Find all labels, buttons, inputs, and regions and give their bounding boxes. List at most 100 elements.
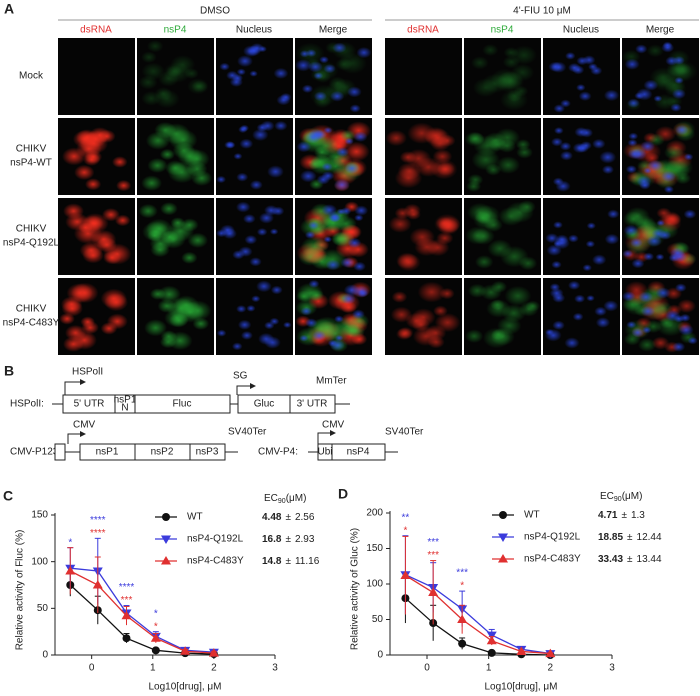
cell-signal: [238, 126, 248, 134]
sg-arrow: [236, 385, 250, 395]
cell-signal: [312, 330, 327, 341]
cell-signal: [141, 175, 162, 191]
cell-signal: [467, 283, 487, 298]
cell-signal: [340, 257, 355, 268]
cell-signal: [388, 215, 412, 233]
cell-signal: [471, 149, 500, 171]
cell-signal: [181, 251, 198, 264]
cell-signal: [351, 309, 365, 320]
cell-signal: [244, 234, 258, 245]
header-text: EC: [264, 493, 278, 504]
legend-marker: [162, 513, 170, 521]
box-label: Ubi: [317, 447, 332, 458]
cell-signal: [582, 264, 592, 272]
cell-signal: [672, 342, 686, 352]
cell-signal: [316, 174, 330, 185]
cell-signal: [636, 175, 652, 187]
cell-signal: [85, 178, 102, 191]
x-tick-label: 3: [272, 663, 278, 674]
cell-signal: [594, 306, 607, 317]
cell-signal: [467, 202, 493, 223]
box: [54, 443, 66, 461]
arrow-head: [250, 383, 256, 389]
cell-signal: [675, 124, 689, 136]
cell-signal: [655, 253, 665, 261]
ec90-sd: 2.93: [295, 534, 315, 545]
cell-signal: [640, 305, 656, 317]
cell-signal: [390, 306, 413, 323]
cell-signal: [237, 55, 253, 68]
cell-signal: [246, 45, 261, 57]
cell-signal: [554, 127, 564, 135]
cell-signal: [335, 215, 357, 232]
cell-signal: [582, 55, 596, 65]
cell-signal: [643, 79, 659, 91]
cell-signal: [496, 156, 520, 174]
cell-signal: [637, 338, 657, 352]
cell-signal: [674, 62, 692, 76]
cell-signal: [484, 217, 503, 232]
cell-signal: [340, 207, 352, 215]
significance: *: [154, 621, 158, 632]
cell-signal: [467, 132, 485, 145]
row-label: Mock: [19, 71, 44, 82]
cell-signal: [164, 308, 190, 328]
cell-signal: [236, 68, 246, 76]
significance: ***: [456, 568, 468, 579]
marker: [400, 570, 411, 579]
significance: *: [403, 525, 407, 536]
channel-header: Nucleus: [563, 25, 599, 36]
cell-signal: [625, 165, 637, 174]
box-label: 3' UTR: [297, 399, 328, 410]
marker: [458, 639, 467, 648]
marker: [151, 646, 160, 655]
cell-signal: [256, 280, 272, 293]
row-label: CHIKV: [16, 144, 47, 155]
marker: [65, 566, 76, 575]
cell-signal: [354, 214, 364, 222]
cell-signal: [572, 312, 584, 321]
cell-signal: [568, 234, 579, 243]
cell-signal: [631, 258, 645, 269]
cell-signal: [335, 57, 353, 71]
arrow-head: [80, 431, 86, 437]
cell-signal: [655, 287, 671, 299]
cell-signal: [334, 315, 344, 323]
header-sub: 90: [614, 496, 622, 503]
cell-signal: [467, 173, 484, 186]
cell-signal: [344, 162, 360, 175]
cell-signal: [216, 175, 227, 184]
marker: [121, 610, 132, 620]
header-sub: 90: [278, 498, 286, 505]
legend-marker: [498, 533, 508, 542]
cell-signal: [592, 254, 607, 266]
legend-marker: [161, 556, 171, 565]
cell-signal: [103, 243, 132, 265]
cell-signal: [323, 63, 336, 74]
cell-signal: [656, 207, 672, 219]
cell-signal: [603, 300, 619, 312]
ec90: 14.8: [262, 556, 282, 567]
cell-signal: [482, 44, 499, 57]
cell-signal: [327, 339, 338, 347]
cell-signal: [504, 285, 532, 306]
cell-signal: [516, 146, 533, 159]
ec90-separator: ±: [621, 510, 627, 521]
group-header: DMSO: [200, 6, 230, 17]
cell-signal: [216, 329, 227, 337]
cell-signal: [233, 152, 243, 160]
cell-signal: [141, 51, 157, 64]
cell-signal: [258, 45, 267, 53]
cell-signal: [170, 217, 186, 229]
cell-signal: [229, 77, 243, 87]
cell-signal: [321, 162, 333, 172]
cell-signal: [299, 334, 309, 342]
marker: [92, 580, 103, 589]
cell-signal: [465, 329, 484, 343]
ec90-separator: ±: [285, 534, 291, 545]
cell-signal: [670, 103, 682, 112]
cell-signal: [237, 319, 252, 330]
cell-signal: [628, 132, 639, 140]
cell-signal: [553, 237, 570, 250]
